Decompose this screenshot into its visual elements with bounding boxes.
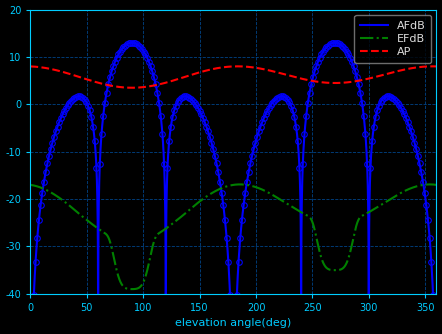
AP [76, 75, 81, 79]
AP [235, 64, 240, 68]
Line: AP: AP [30, 66, 436, 88]
EFdB [28, 183, 33, 187]
EFdB [53, 194, 59, 198]
AP [342, 80, 347, 85]
AP [434, 64, 439, 68]
AFdB [341, 46, 347, 50]
EFdB [342, 265, 347, 269]
Line: EFdB: EFdB [30, 184, 436, 289]
AFdB [309, 84, 314, 88]
EFdB [130, 287, 135, 291]
EFdB [154, 233, 160, 237]
AP [154, 83, 160, 87]
EFdB [434, 183, 439, 187]
AFdB [53, 129, 59, 133]
AP [130, 86, 135, 90]
AP [28, 64, 33, 68]
AFdB [76, 94, 81, 98]
AP [309, 79, 314, 83]
EFdB [76, 212, 82, 216]
AP [76, 75, 82, 79]
Legend: AFdB, EFdB, AP: AFdB, EFdB, AP [354, 15, 431, 63]
AP [53, 68, 59, 72]
AFdB [154, 88, 160, 92]
AFdB [434, 316, 439, 320]
Line: AFdB: AFdB [30, 43, 436, 318]
X-axis label: elevation angle(deg): elevation angle(deg) [175, 318, 292, 328]
AFdB [76, 94, 82, 98]
AFdB [28, 316, 33, 320]
EFdB [237, 182, 243, 186]
AFdB [130, 41, 135, 45]
EFdB [76, 211, 81, 215]
EFdB [309, 217, 314, 221]
